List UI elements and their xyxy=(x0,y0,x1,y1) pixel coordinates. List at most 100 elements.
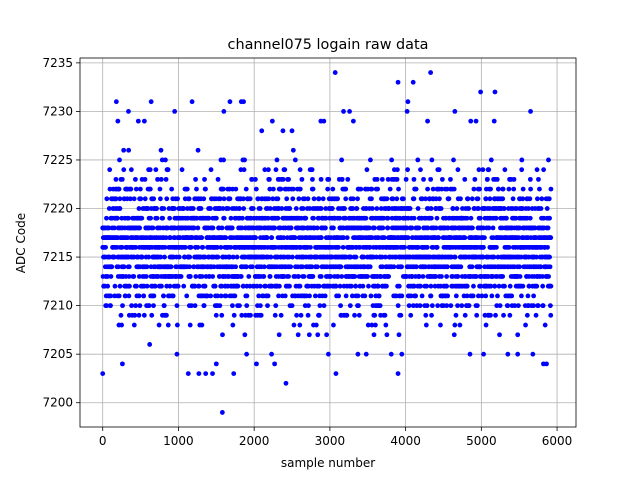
data-point xyxy=(221,109,227,114)
data-point xyxy=(544,361,549,367)
data-point xyxy=(105,283,111,289)
data-point xyxy=(240,283,246,289)
data-point xyxy=(475,293,481,299)
y-tick-label: 7235 xyxy=(42,56,73,70)
data-point xyxy=(500,274,506,279)
data-point xyxy=(227,254,233,260)
data-point xyxy=(405,99,411,105)
data-point xyxy=(132,312,138,318)
data-point xyxy=(266,196,272,202)
data-point xyxy=(270,196,276,202)
data-point xyxy=(534,167,540,173)
data-point xyxy=(548,312,554,318)
data-point xyxy=(157,196,163,202)
data-point xyxy=(282,293,288,299)
data-point xyxy=(363,215,369,221)
data-points xyxy=(100,70,554,415)
data-point xyxy=(520,196,526,202)
y-tick-label: 7225 xyxy=(42,153,73,167)
data-point xyxy=(494,303,500,309)
data-point xyxy=(217,303,223,309)
data-point xyxy=(439,176,445,182)
data-point xyxy=(548,235,554,241)
data-point xyxy=(369,186,375,192)
data-point xyxy=(233,264,239,270)
data-point xyxy=(502,167,508,173)
data-point xyxy=(256,293,262,299)
data-point xyxy=(379,176,385,182)
data-point xyxy=(350,196,356,202)
data-point xyxy=(297,186,303,192)
data-point xyxy=(144,264,150,270)
data-point xyxy=(210,225,216,231)
data-point xyxy=(435,303,441,309)
data-point xyxy=(208,206,213,211)
data-point xyxy=(379,254,385,260)
data-point xyxy=(372,225,377,231)
data-point xyxy=(194,215,200,221)
data-point xyxy=(548,283,554,289)
data-point xyxy=(103,244,108,250)
data-point xyxy=(144,283,150,289)
data-point xyxy=(528,186,533,192)
data-point xyxy=(468,215,474,221)
data-point xyxy=(520,186,526,192)
data-point xyxy=(538,264,544,270)
data-point xyxy=(477,186,482,192)
data-point xyxy=(480,225,486,231)
data-point xyxy=(133,186,139,192)
data-point xyxy=(374,206,380,211)
data-point xyxy=(136,206,142,211)
data-point xyxy=(467,351,473,357)
data-point xyxy=(496,283,502,289)
data-point xyxy=(240,196,246,202)
data-point xyxy=(310,274,316,279)
data-point xyxy=(384,283,389,289)
data-point xyxy=(548,303,553,309)
data-point xyxy=(184,293,190,299)
data-point xyxy=(395,303,401,309)
data-point xyxy=(335,196,340,202)
data-point xyxy=(119,176,125,182)
data-point xyxy=(175,283,181,289)
data-point xyxy=(290,147,296,153)
data-point xyxy=(453,312,459,318)
data-point xyxy=(542,322,548,328)
data-point xyxy=(352,274,358,279)
data-point xyxy=(128,186,134,192)
data-point xyxy=(297,283,303,289)
data-point xyxy=(167,215,173,221)
data-point xyxy=(313,322,319,328)
data-point xyxy=(202,254,208,260)
data-point xyxy=(170,293,176,299)
data-point xyxy=(545,244,550,250)
data-point xyxy=(450,206,456,211)
data-point xyxy=(527,215,533,221)
data-point xyxy=(478,89,483,95)
data-point xyxy=(272,312,278,318)
data-point xyxy=(187,254,193,260)
data-point xyxy=(541,167,547,173)
data-point xyxy=(390,196,396,202)
data-point xyxy=(332,70,338,75)
data-point xyxy=(365,274,370,279)
data-point xyxy=(333,371,339,376)
data-point xyxy=(187,264,192,270)
x-tick-label: 2000 xyxy=(239,434,270,448)
data-point xyxy=(410,79,416,85)
data-point xyxy=(192,283,198,289)
data-point xyxy=(253,186,259,192)
data-point xyxy=(399,351,405,357)
data-point xyxy=(544,206,550,211)
data-point xyxy=(161,303,167,309)
data-point xyxy=(219,312,225,318)
data-point xyxy=(268,254,274,260)
data-point xyxy=(471,186,477,192)
data-point xyxy=(150,225,156,231)
data-point xyxy=(423,196,428,202)
data-point xyxy=(480,254,486,260)
data-point xyxy=(424,283,430,289)
data-point xyxy=(311,196,317,202)
data-point xyxy=(108,303,113,309)
